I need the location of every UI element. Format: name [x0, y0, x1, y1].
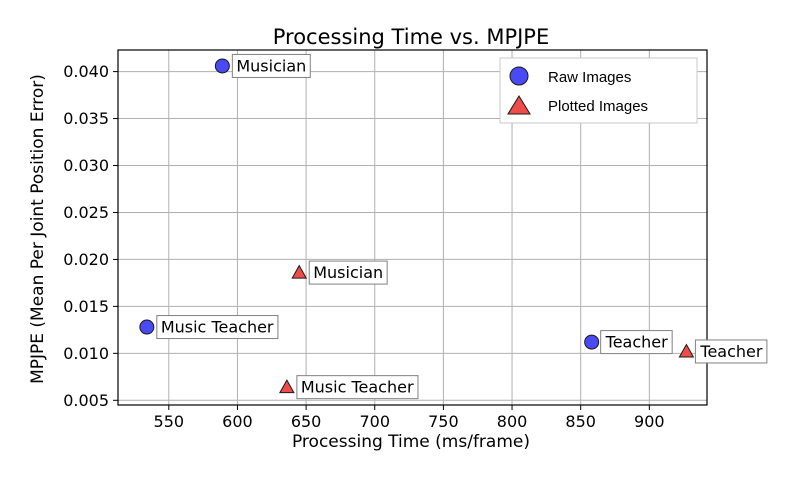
- x-tick-label: 650: [291, 412, 322, 431]
- point-label: Teacher: [699, 342, 762, 361]
- y-tick-label: 0.015: [63, 297, 109, 316]
- x-tick-label: 600: [222, 412, 253, 431]
- chart-title: Processing Time vs. MPJPE: [273, 25, 550, 49]
- point-plotted-images: [291, 264, 308, 279]
- y-tick-label: 0.030: [63, 156, 109, 175]
- point-plotted-images: [279, 379, 295, 394]
- x-axis-title: Processing Time (ms/frame): [292, 432, 530, 452]
- point-label: Music Teacher: [161, 318, 274, 337]
- point-raw-images: [139, 319, 155, 335]
- point-label: Teacher: [605, 333, 668, 352]
- legend-label-raw-images: Raw Images: [548, 69, 631, 86]
- legend-marker-raw-images: [509, 66, 529, 86]
- point-plotted-images: [678, 343, 695, 358]
- y-tick-label: 0.020: [63, 250, 109, 269]
- annotation-box: [296, 375, 419, 400]
- point-raw-images: [584, 334, 600, 350]
- y-tick-label: 0.035: [63, 109, 109, 128]
- annotation-box: [156, 315, 279, 340]
- x-tick-label: 550: [154, 412, 185, 431]
- point-annotation: Musician: [231, 53, 311, 78]
- point-label: Musician: [313, 263, 383, 282]
- x-tick-label: 850: [565, 412, 596, 431]
- x-tick-label: 700: [359, 412, 390, 431]
- point-annotation: Music Teacher: [156, 315, 279, 340]
- point-annotation: Musician: [308, 260, 388, 285]
- annotation-box: [694, 339, 768, 364]
- annotation-box: [600, 330, 673, 355]
- legend-marker-plotted-images: [507, 95, 531, 115]
- x-tick-label: 800: [497, 412, 528, 431]
- y-tick-label: 0.040: [63, 62, 109, 81]
- x-tick-label: 900: [634, 412, 665, 431]
- point-label: Musician: [236, 56, 306, 75]
- annotation-box: [231, 53, 311, 78]
- point-annotation: Teacher: [600, 330, 673, 355]
- x-tick-label: 750: [428, 412, 459, 431]
- plot-area: [117, 49, 708, 406]
- y-axis-title: MPJPE (Mean Per Joint Position Error): [28, 74, 48, 384]
- y-tick-label: 0.010: [63, 344, 109, 363]
- legend: Raw Images Plotted Images: [499, 57, 698, 124]
- point-label: Music Teacher: [301, 378, 414, 397]
- annotation-box: [308, 260, 388, 285]
- point-raw-images: [214, 58, 230, 74]
- y-tick-label: 0.025: [63, 203, 109, 222]
- point-annotation: Music Teacher: [296, 375, 419, 400]
- axis-ticks: 550 600 650 700 750 800 850 900 0.005 0.010 0.015 0…: [63, 62, 664, 431]
- legend-label-plotted-images: Plotted Images: [548, 98, 648, 115]
- data-points: Musician Music Teacher Teacher Musician Musi…: [139, 53, 768, 400]
- y-tick-label: 0.005: [63, 391, 109, 410]
- point-annotation: Teacher: [694, 339, 768, 364]
- legend-box: [499, 57, 698, 124]
